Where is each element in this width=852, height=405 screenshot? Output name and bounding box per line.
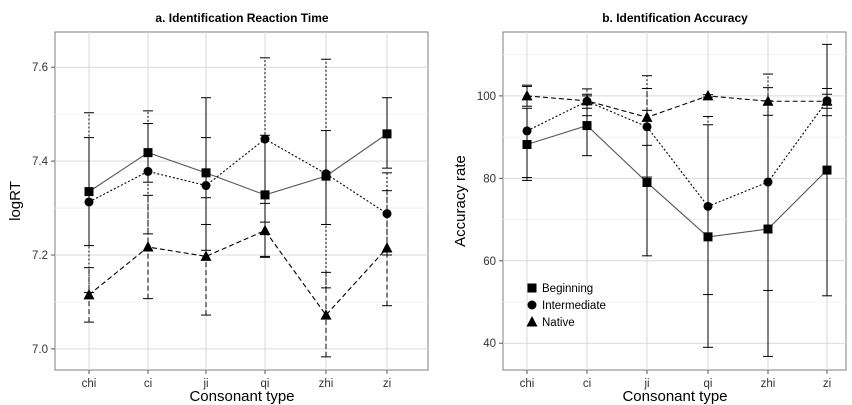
y-tick-label: 80 [483, 173, 496, 185]
y-tick-label: 100 [477, 91, 496, 103]
panel-b-x-ticks: chi ci ji qi zhi zi [520, 370, 831, 390]
panel-b-marks [521, 43, 833, 357]
panel-a-x-axis-label: Consonant type [189, 388, 294, 405]
data-point-intermediate [143, 166, 153, 176]
legend: Beginning Intermediate Native [526, 283, 606, 329]
x-tick-label: chi [520, 378, 535, 390]
data-point-native [381, 241, 393, 253]
data-point-intermediate [201, 181, 211, 191]
data-point-beginning [201, 168, 211, 178]
panel-b-title: b. Identification Accuracy [602, 11, 748, 25]
x-tick-label: ji [643, 378, 649, 390]
data-point-native [521, 89, 533, 101]
data-point-native [581, 94, 593, 106]
panel-b-x-axis-label: Consonant type [622, 388, 727, 405]
legend-label-beginning: Beginning [542, 283, 593, 295]
data-point-intermediate [763, 177, 773, 187]
data-point-intermediate [321, 169, 331, 179]
legend-label-native: Native [542, 317, 575, 329]
data-point-native [200, 250, 212, 261]
x-tick-label: zi [823, 378, 831, 390]
legend-marker-intermediate [527, 300, 537, 310]
x-tick-label: ci [144, 378, 152, 390]
data-point-native [83, 288, 95, 300]
data-point-intermediate [84, 197, 94, 207]
panel-reaction-time: a. Identification Reaction Time 7.07.27.… [7, 11, 429, 405]
data-point-intermediate [703, 201, 713, 211]
data-point-intermediate [260, 134, 270, 144]
panel-b-y-ticks: 40 60 80 100 [477, 91, 503, 350]
panel-b-y-axis-label: Accuracy rate [452, 155, 469, 247]
series-line-intermediate [526, 100, 828, 208]
y-tick-label: 40 [483, 338, 496, 350]
data-point-native [320, 309, 332, 320]
legend-marker-beginning [527, 283, 537, 293]
x-tick-label: ci [583, 378, 591, 390]
x-tick-label: zhi [761, 378, 776, 390]
data-point-beginning [642, 177, 652, 187]
y-tick-label: 7.4 [32, 156, 49, 168]
x-tick-label: chi [82, 378, 97, 390]
y-tick-label: 7.0 [32, 344, 48, 356]
data-point-beginning [260, 190, 270, 200]
x-tick-label: qi [261, 378, 270, 390]
data-point-native [641, 111, 653, 122]
series-line-beginning [88, 133, 388, 196]
data-point-beginning [582, 121, 592, 131]
data-point-native [142, 241, 154, 252]
panel-a-title: a. Identification Reaction Time [155, 11, 328, 25]
data-point-native [821, 95, 833, 106]
panel-a-plot-border [54, 31, 429, 371]
panel-accuracy: b. Identification Accuracy 40 60 80 100 chi… [452, 11, 847, 405]
y-tick-label: 7.6 [32, 62, 48, 74]
legend-marker-native [526, 316, 538, 327]
panel-a-y-ticks: 7.0 7.2 7.4 7.6 [32, 62, 55, 356]
data-point-native [762, 95, 774, 106]
data-point-beginning [382, 129, 392, 139]
data-point-beginning [822, 165, 832, 175]
panel-b-plot-border [502, 31, 847, 371]
x-tick-label: ji [202, 378, 208, 390]
x-tick-label: zhi [319, 378, 334, 390]
series-line-native [526, 95, 827, 118]
x-tick-label: qi [704, 378, 713, 390]
y-tick-label: 7.2 [32, 250, 48, 262]
x-tick-label: zi [383, 378, 391, 390]
panel-a-y-axis-label: logRT [7, 181, 24, 221]
y-tick-label: 60 [483, 256, 496, 268]
panel-a-x-ticks: chi ci ji qi zhi zi [82, 370, 391, 390]
data-point-native [702, 89, 714, 101]
data-point-native [259, 224, 271, 236]
series-line-beginning [526, 124, 828, 238]
data-point-intermediate [522, 126, 532, 136]
panel-a-marks [83, 57, 393, 358]
legend-label-intermediate: Intermediate [542, 300, 606, 312]
